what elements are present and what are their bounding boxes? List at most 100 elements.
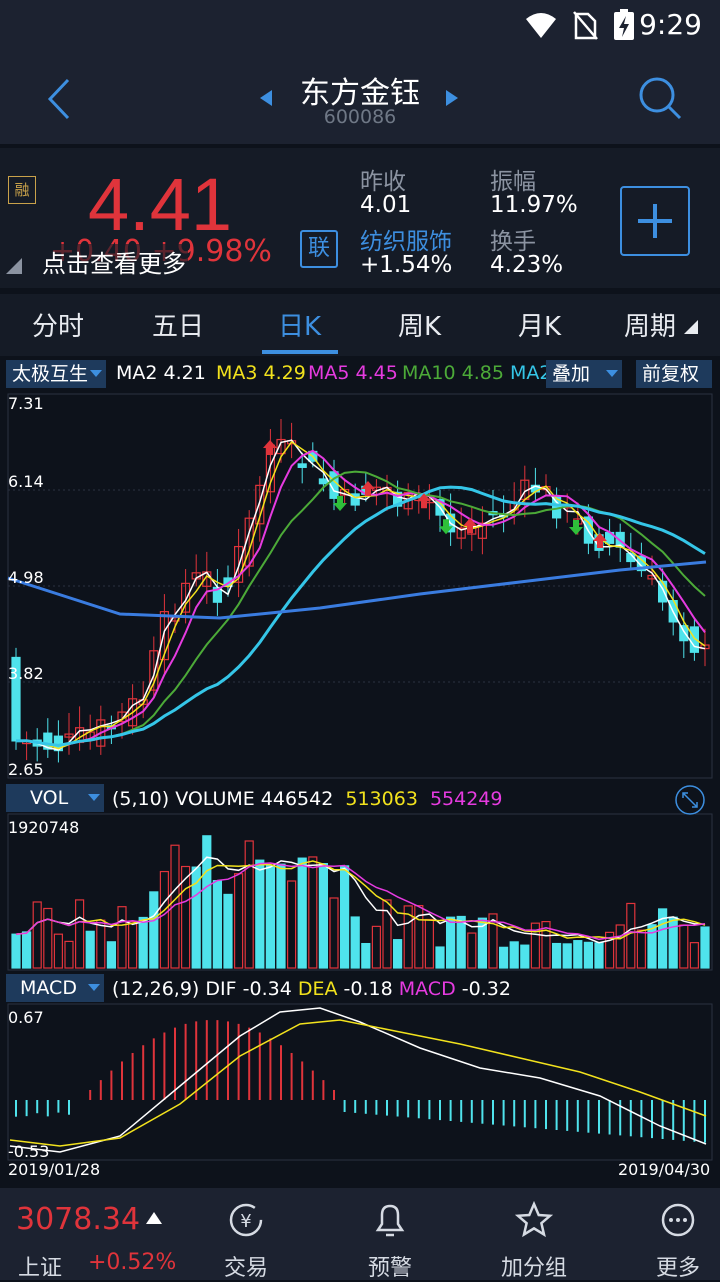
ma3-name: MA3: [216, 362, 258, 384]
more-icon[interactable]: [628, 1200, 720, 1244]
index-up-icon: [146, 1212, 162, 1224]
nav-trade[interactable]: 交易: [223, 1256, 268, 1281]
turnover-value: 4.23%: [490, 252, 564, 278]
y-tick-5: 2.65: [8, 760, 44, 779]
prev-close-value: 4.01: [360, 192, 412, 218]
macd-value: -0.32: [461, 978, 511, 1000]
ma5-name: MA5: [308, 362, 350, 384]
star-icon[interactable]: [484, 1200, 584, 1244]
chart-canvas[interactable]: [0, 356, 720, 1184]
volume-v1: 446542: [260, 788, 334, 810]
stock-name: 东方金钰: [300, 76, 420, 111]
period-dropdown-icon: [684, 320, 698, 334]
amplitude-value: 11.97%: [490, 192, 578, 218]
ma5-value: 4.45: [355, 362, 398, 384]
y-tick-3: 4.98: [8, 568, 44, 587]
ma2-name: MA2: [116, 362, 158, 384]
back-icon[interactable]: [44, 78, 74, 120]
no-sim-icon: [573, 11, 598, 40]
period-tabs: 分时 五日 日K 周K 月K 周期: [0, 294, 720, 356]
search-icon[interactable]: [636, 74, 684, 122]
volume-label: VOLUME: [175, 788, 255, 810]
ma10-value: 4.85: [461, 362, 504, 384]
tab-weekly-k[interactable]: 周K: [398, 312, 442, 342]
y-tick-1: 7.31: [8, 394, 44, 413]
header: 东方金钰 600086: [0, 52, 720, 144]
chevron-down-icon: [88, 984, 100, 991]
dea-label: DEA: [297, 978, 338, 1000]
macd-legend: (12,26,9) DIF -0.34 DEA -0.18 MACD -0.32: [112, 978, 511, 1000]
sector-link[interactable]: 纺织服饰: [360, 229, 452, 255]
volume-max-label: 1920748: [8, 818, 80, 837]
prev-close-label: 昨收: [360, 169, 406, 195]
start-date: 2019/01/28: [8, 1160, 101, 1179]
battery-charging-icon: [614, 9, 634, 40]
index-value[interactable]: 3078.34: [16, 1202, 141, 1237]
main-indicator-label: 太极互生: [12, 363, 89, 385]
ma10-legend: MA10 4.85: [402, 362, 504, 384]
bottom-bar: 3078.34 上证 +0.52% ¥ 交易 预警 加分组 更多: [0, 1188, 720, 1281]
sector-change: +1.54%: [360, 252, 453, 278]
ma3-legend: MA3 4.29: [216, 362, 306, 384]
chevron-down-icon: [606, 370, 618, 377]
adjust-button[interactable]: 前复权: [636, 360, 712, 388]
trade-icon[interactable]: ¥: [196, 1200, 296, 1244]
macd-indicator-select[interactable]: MACD: [6, 974, 104, 1002]
dif-label: DIF: [205, 978, 237, 1000]
tab-monthly-k[interactable]: 月K: [518, 312, 562, 342]
overlay-label: 叠加: [552, 363, 591, 385]
volume-v3: 554249: [429, 788, 503, 810]
volume-legend: (5,10) VOLUME 446542 513063 554249: [112, 788, 502, 810]
index-name: 上证: [18, 1256, 63, 1281]
macd-top-label: 0.67: [8, 1008, 44, 1027]
chevron-down-icon: [90, 370, 102, 377]
main-indicator-select[interactable]: 太极互生: [6, 360, 106, 388]
last-price: 4.41: [88, 163, 233, 246]
nav-add-group[interactable]: 加分组: [500, 1256, 567, 1281]
active-tab-indicator: [262, 350, 338, 354]
y-tick-4: 3.82: [8, 664, 44, 683]
svg-text:¥: ¥: [240, 1211, 251, 1232]
amplitude-label: 振幅: [490, 169, 536, 195]
dea-value: -0.18: [343, 978, 393, 1000]
bell-icon[interactable]: [340, 1200, 440, 1244]
status-time: 9:29: [639, 8, 702, 41]
stock-code: 600086: [323, 106, 397, 128]
ma20-legend: MA2: [510, 362, 551, 384]
dif-value: -0.34: [242, 978, 292, 1000]
margin-badge: 融: [8, 176, 36, 204]
chevron-down-icon: [88, 794, 100, 801]
macd-params: (12,26,9): [112, 978, 200, 1000]
ma3-value: 4.29: [263, 362, 306, 384]
more-hint[interactable]: 点击查看更多: [40, 244, 188, 279]
next-stock-icon[interactable]: [444, 88, 460, 108]
volume-indicator-label: VOL: [30, 787, 69, 809]
expand-icon[interactable]: [674, 784, 706, 816]
index-change: +0.52%: [88, 1250, 177, 1275]
ma20-name: MA2: [510, 362, 552, 384]
macd-label: MACD: [398, 978, 456, 1000]
corner-arrow-icon: [6, 258, 22, 274]
end-date: 2019/04/30: [618, 1160, 711, 1179]
tab-intraday[interactable]: 分时: [32, 312, 85, 342]
volume-params: (5,10): [112, 788, 170, 810]
y-tick-2: 6.14: [8, 472, 44, 491]
macd-bottom-label: -0.53: [8, 1142, 50, 1161]
nav-more[interactable]: 更多: [655, 1256, 700, 1281]
volume-v2: 513063: [345, 788, 418, 810]
nav-alert[interactable]: 预警: [367, 1256, 412, 1281]
tab-period[interactable]: 周期: [624, 312, 677, 342]
add-watchlist-button[interactable]: [620, 186, 690, 256]
ma5-legend: MA5 4.45: [308, 362, 398, 384]
kline-chart[interactable]: 太极互生 MA2 4.21 MA3 4.29 MA5 4.45 MA10 4.8…: [0, 356, 720, 1184]
linked-button[interactable]: 联: [300, 230, 338, 268]
tab-daily-k[interactable]: 日K: [278, 312, 322, 342]
tab-five-day[interactable]: 五日: [152, 312, 205, 342]
quote-panel[interactable]: 融 4.41 +0.40 +9.98% 点击查看更多 联 昨收 4.01 纺织服…: [0, 148, 720, 288]
volume-indicator-select[interactable]: VOL: [6, 784, 104, 812]
ma2-value: 4.21: [163, 362, 206, 384]
overlay-select[interactable]: 叠加: [546, 360, 622, 388]
plus-icon: [638, 204, 672, 238]
prev-stock-icon[interactable]: [258, 88, 274, 108]
status-bar: 9:29: [0, 0, 720, 52]
